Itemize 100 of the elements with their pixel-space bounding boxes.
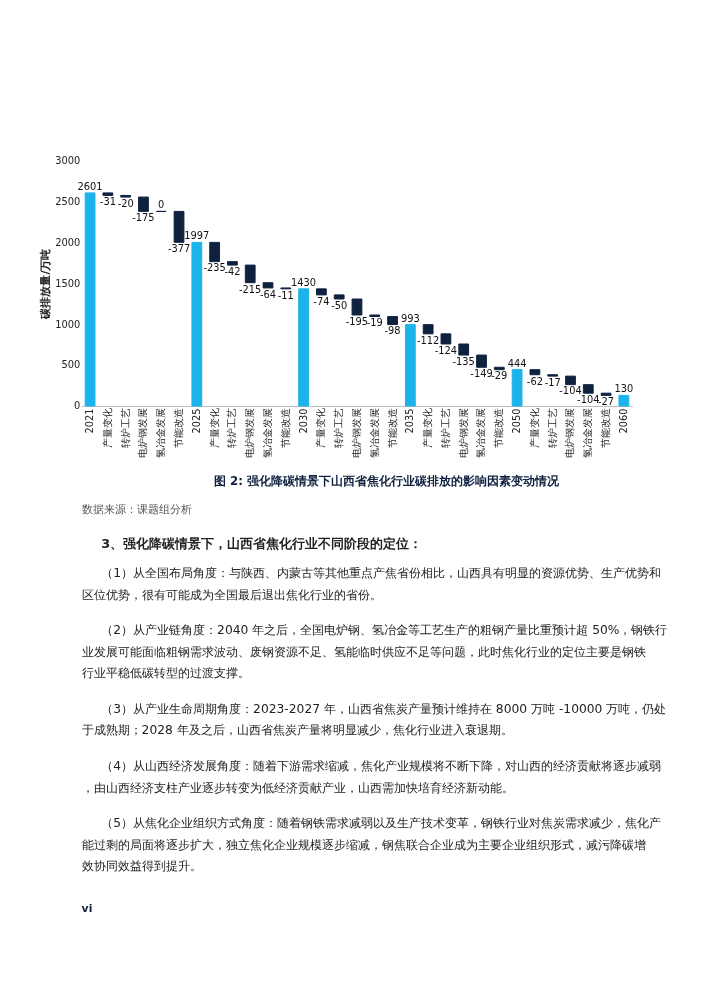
bar — [102, 192, 114, 196]
bar — [440, 333, 452, 345]
data-label: -29 — [491, 370, 508, 382]
bar — [565, 375, 576, 386]
bar — [404, 324, 416, 407]
bar — [138, 196, 149, 212]
x-tick-label: 电炉钢发展 — [457, 408, 469, 459]
bar — [387, 316, 398, 326]
bar — [191, 241, 203, 407]
x-tick-label: 氢冶金发展 — [475, 408, 487, 459]
data-label: -27 — [598, 396, 615, 408]
text: 图 2: 强化降碳情景下山西省焦化行业碳排放的影响因素变动情况 — [213, 473, 561, 488]
bar — [493, 366, 505, 371]
y-tick-label: 2500 — [55, 195, 81, 207]
data-label: -135 — [452, 355, 475, 367]
x-tick-label: 节能改造 — [493, 408, 505, 449]
data-label: 1430 — [291, 276, 317, 288]
text: （3）从产业生命周期角度：2023-2027 年，山西省焦炭产量预计维持在 8000 万吨 -10000 万吨，仍处于成熟期；2028 年及之后，山西省焦炭产量将明显减少，焦化行业进入衰退期。 — [81, 701, 667, 738]
bar — [316, 288, 327, 296]
bar — [511, 369, 523, 407]
data-label: -42 — [224, 265, 241, 277]
bar — [209, 241, 221, 263]
data-label: -11 — [277, 289, 294, 301]
data-label: -175 — [132, 212, 155, 224]
text: vi — [81, 902, 93, 916]
x-tick-label: 节能改造 — [279, 408, 291, 449]
x-tick-label: 电炉钢发展 — [564, 408, 576, 459]
bar — [244, 264, 256, 284]
x-tick-label: 电炉钢发展 — [137, 408, 149, 459]
bar — [227, 261, 238, 266]
x-tick-label: 2060 — [617, 408, 629, 434]
bar — [600, 392, 612, 396]
bar — [351, 298, 363, 316]
data-label: -17 — [544, 376, 561, 388]
data-label: -74 — [313, 295, 330, 307]
y-tick-label: 3000 — [55, 154, 81, 166]
data-label: -235 — [203, 262, 226, 274]
y-tick-label: 0 — [73, 400, 81, 412]
x-tick-label: 电炉钢发展 — [244, 408, 256, 459]
x-tick-label: 产量变化 — [422, 408, 434, 449]
data-label: 993 — [400, 312, 420, 324]
text: （1）从全国布局角度：与陕西、内蒙古等其他重点产焦省份相比，山西具有明显的资源优势、生产优势和区位优势，很有可能成为全国最后退出焦化行业的省份。 — [81, 566, 662, 602]
y-tick-label: 1000 — [55, 318, 81, 330]
bar — [422, 324, 434, 335]
x-tick-label: 节能改造 — [172, 408, 184, 449]
data-label: 1997 — [184, 230, 210, 242]
x-tick-label: 产量变化 — [101, 408, 113, 449]
data-label: -124 — [434, 344, 458, 356]
x-tick-label: 产量变化 — [315, 408, 327, 449]
bar — [173, 210, 185, 243]
data-label: 2601 — [77, 180, 103, 192]
bar — [262, 282, 274, 289]
bar — [84, 192, 96, 407]
x-tick-label: 氢冶金发展 — [261, 408, 273, 459]
x-tick-label: 电炉钢发展 — [350, 408, 362, 459]
bar — [529, 369, 541, 376]
x-tick-label: 转炉工艺 — [119, 408, 131, 449]
bar — [618, 394, 630, 407]
data-label: 0 — [158, 199, 165, 211]
bar — [582, 384, 594, 394]
source-note: 数据来源：课题组分析 — [81, 503, 192, 517]
data-label: -149 — [470, 368, 493, 380]
text: 3、强化降碳情景下，山西省焦化行业不同阶段的定位： — [101, 535, 423, 551]
data-label: -104 — [577, 394, 600, 405]
x-tick-label: 转炉工艺 — [226, 408, 238, 449]
data-label: -195 — [345, 315, 369, 327]
data-label: -98 — [384, 325, 401, 337]
x-tick-label: 转炉工艺 — [333, 408, 345, 449]
x-tick-label: 产量变化 — [528, 408, 540, 449]
x-tick-label: 氢冶金发展 — [155, 408, 167, 459]
x-tick-label: 转炉工艺 — [439, 408, 451, 449]
data-label: -215 — [239, 283, 262, 295]
text: （2）从产业链角度：2040 年之后，全国电炉钢、氢冶金等工艺生产的粗钢产量比重预计超 50%，钢铁行业发展可能面临粗钢需求波动、废钢资源不足、氢能临时供应不足等问题，此时焦化行业的定位主要是钢铁行业平稳低碳转型的过渡支撑。 — [81, 623, 668, 681]
x-tick-label: 氢冶金发展 — [582, 408, 594, 459]
x-tick-label: 节能改造 — [386, 408, 398, 449]
data-label: 444 — [507, 357, 527, 369]
x-tick-label: 2035 — [404, 408, 416, 434]
data-label: -64 — [259, 288, 277, 300]
data-label: -19 — [366, 317, 383, 329]
data-label: -377 — [167, 243, 191, 255]
bar — [298, 288, 309, 407]
data-label: -31 — [99, 196, 116, 208]
x-tick-label: 转炉工艺 — [546, 408, 558, 449]
x-tick-label: 2030 — [297, 408, 309, 434]
data-label: -50 — [331, 299, 348, 311]
x-tick-label: 氢冶金发展 — [368, 408, 380, 459]
y-tick-label: 1500 — [55, 277, 81, 289]
bar — [458, 343, 470, 356]
bar — [476, 354, 487, 368]
bar — [333, 294, 345, 300]
data-label: 130 — [614, 383, 634, 395]
data-label: -20 — [117, 197, 134, 209]
text: （4）从山西经济发展角度：随着下游需求缩减，焦化产业规模将不断下降，对山西的经济贡献将逐步减弱，由山西经济支柱产业逐步转变为低经济贡献产业，山西需加快培育经济新动能。 — [81, 758, 662, 795]
x-tick-label: 节能改造 — [600, 408, 612, 449]
y-axis-title: 碳排放量/万吨 — [39, 248, 53, 320]
y-tick-label: 500 — [61, 359, 81, 371]
y-tick-label: 2000 — [55, 236, 81, 248]
x-tick-label: 2050 — [511, 408, 523, 434]
x-tick-label: 2021 — [84, 408, 96, 434]
x-tick-label: 2025 — [190, 408, 202, 434]
